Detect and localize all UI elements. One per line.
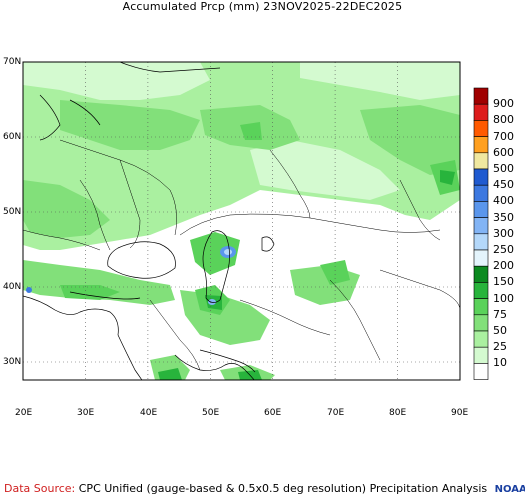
legend-label: 400 — [493, 194, 514, 208]
lat-label-70n: 70N — [3, 57, 22, 67]
legend-label: 500 — [493, 162, 514, 175]
legend-swatch — [473, 152, 489, 170]
legend-swatch — [473, 314, 489, 332]
legend-swatch — [473, 103, 489, 121]
legend-label: 700 — [493, 129, 514, 143]
lon-label-70e: 70E — [327, 408, 345, 418]
legend-label: 600 — [493, 145, 514, 159]
legend-swatch — [473, 201, 489, 218]
legend-label: 10 — [493, 356, 507, 370]
lon-label-80e: 80E — [389, 408, 407, 418]
legend-label: 150 — [493, 275, 514, 289]
legend-label: 75 — [493, 307, 507, 321]
legend-swatch — [473, 136, 489, 154]
map-frame — [22, 61, 461, 381]
legend-swatch — [473, 87, 489, 105]
legend-label: 300 — [493, 226, 514, 240]
legend-swatch — [473, 168, 489, 186]
legend-label: 25 — [493, 340, 507, 354]
legend-label: 800 — [493, 113, 514, 127]
legend-label: 900 — [493, 97, 514, 111]
legend-label: 250 — [493, 243, 514, 256]
data-source-label: Data Source: — [4, 482, 76, 495]
data-source-footer: Data Source: CPC Unified (gauge-based & … — [4, 482, 525, 495]
legend-label: 50 — [493, 324, 507, 337]
coastlines — [23, 62, 460, 380]
lat-label-50n: 50N — [3, 207, 22, 217]
legend-swatch — [473, 330, 489, 348]
lon-label-50e: 50E — [202, 408, 220, 418]
lon-label-20e: 20E — [15, 408, 33, 418]
noaa-logo: NOAA — [494, 484, 525, 495]
lat-label-30n: 30N — [3, 357, 22, 367]
graticule — [23, 62, 460, 380]
legend-swatch — [473, 265, 489, 283]
legend-label: 450 — [493, 178, 514, 192]
lon-label-40e: 40E — [140, 408, 158, 418]
legend-swatch — [473, 282, 489, 299]
lon-label-30e: 30E — [77, 408, 95, 418]
lat-label-60n: 60N — [3, 132, 22, 142]
legend-swatch — [473, 363, 489, 380]
legend-label: 200 — [493, 259, 514, 273]
legend-label: 100 — [493, 291, 514, 305]
legend-swatch — [473, 120, 489, 137]
precip-field — [23, 62, 460, 380]
lon-label-60e: 60E — [264, 408, 282, 418]
legend-swatch — [473, 249, 489, 267]
lon-label-90e: 90E — [451, 408, 469, 418]
legend-swatch — [473, 233, 489, 251]
legend-swatch — [473, 184, 489, 202]
legend-label: 350 — [493, 210, 514, 224]
map-title: Accumulated Prcp (mm) 23NOV2025-22DEC202… — [122, 0, 403, 13]
lat-label-40n: 40N — [3, 282, 22, 292]
legend-swatch — [473, 298, 489, 316]
legend-swatch — [473, 346, 489, 364]
data-source-text: CPC Unified (gauge-based & 0.5x0.5 deg r… — [78, 482, 488, 495]
legend-swatch — [473, 217, 489, 235]
